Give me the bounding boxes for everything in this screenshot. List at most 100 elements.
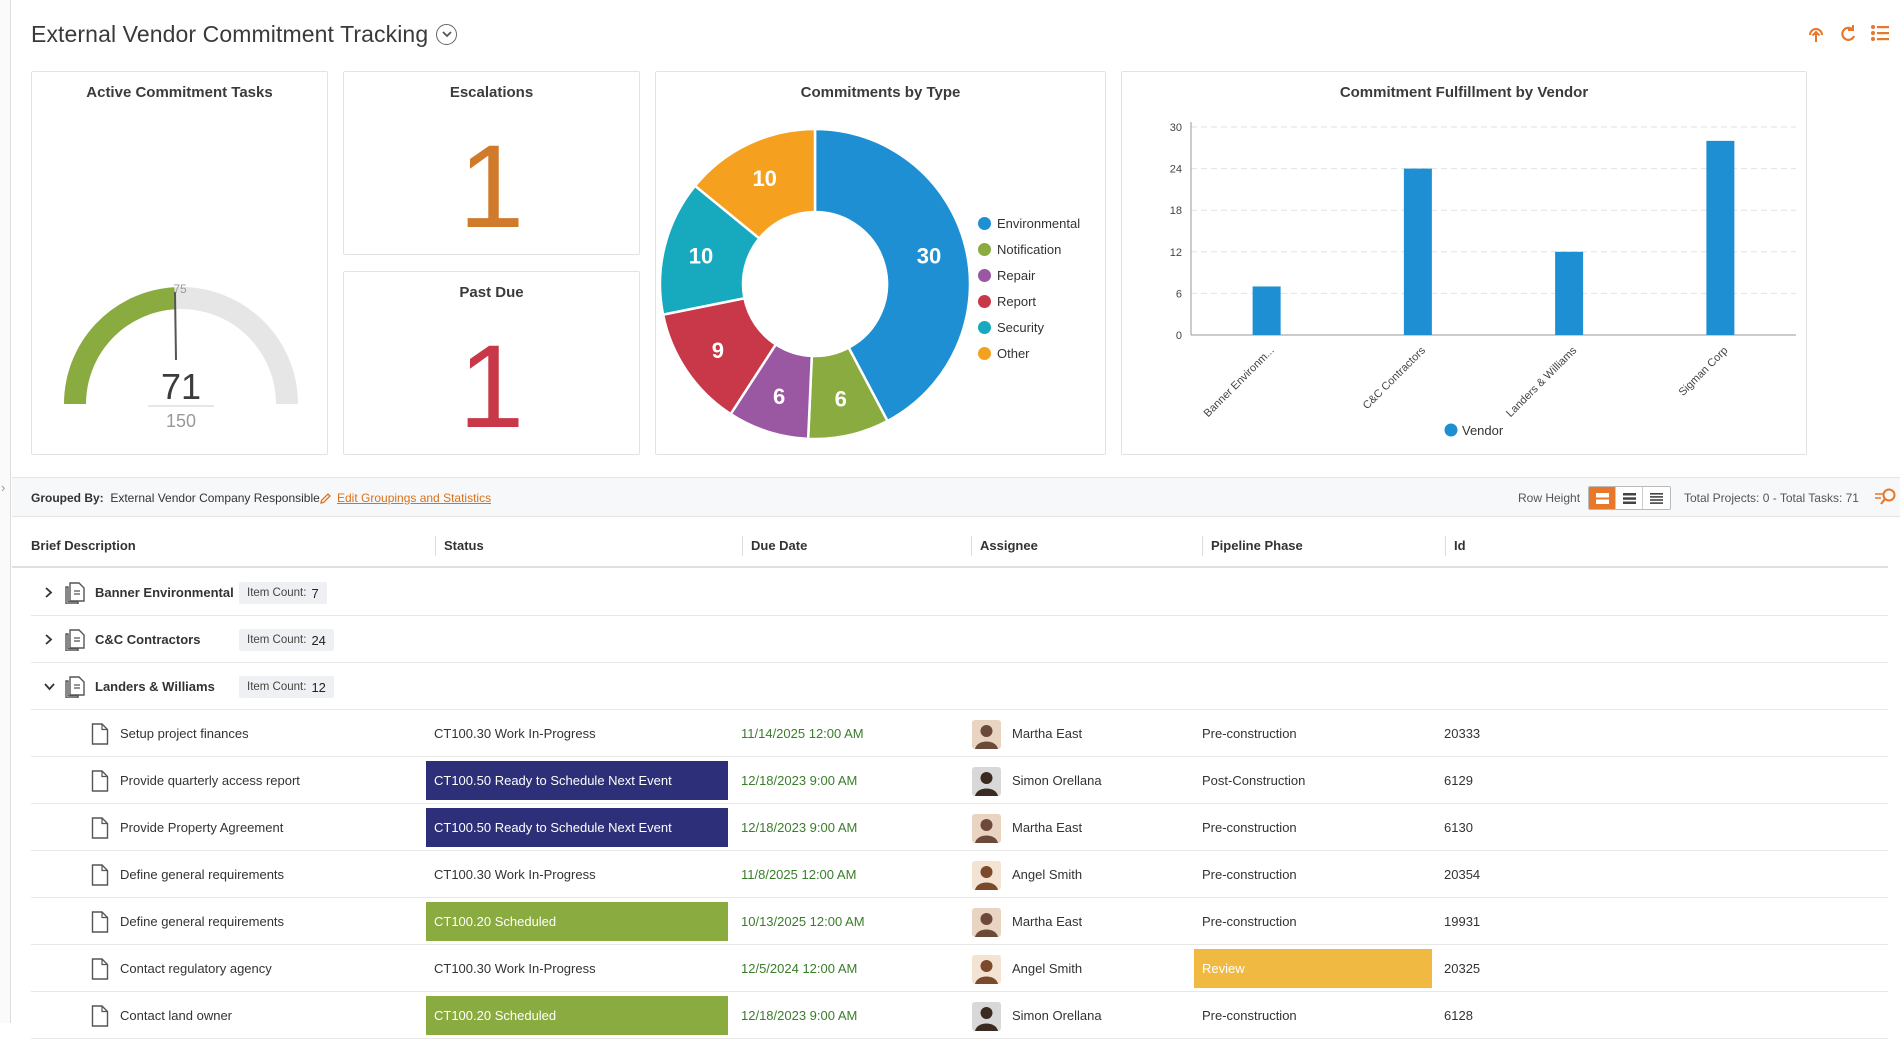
group-name: C&C Contractors [95,632,201,647]
phase-text[interactable]: Pre-construction [1202,726,1297,741]
active-tasks-card[interactable]: Active Commitment Tasks 75 71 150 [31,71,328,455]
chevron-right-icon[interactable] [44,616,53,663]
brief-description[interactable]: Define general requirements [120,867,285,882]
status-badge[interactable]: CT100.20 Scheduled [426,996,728,1035]
brief-description[interactable]: Setup project finances [120,726,249,741]
donut-slice-environmental[interactable] [813,127,972,423]
group-row[interactable]: C&C Contractors Item Count: 24 [31,616,1888,663]
assignee-name[interactable]: Simon Orellana [1012,1008,1102,1023]
assignee-name[interactable]: Martha East [1012,820,1083,835]
task-row[interactable]: Setup project finances CT100.30 Work In-… [31,710,1888,757]
donut-slice-label: 6 [773,384,785,409]
column-header-assignee[interactable]: Assignee [971,536,1038,556]
column-header-phase[interactable]: Pipeline Phase [1202,536,1303,556]
phase-text[interactable]: Pre-construction [1202,1008,1297,1023]
group-row[interactable]: Banner Environmental Item Count: 7 [31,569,1888,616]
avatar [972,767,1001,796]
task-row[interactable]: Provide quarterly access report CT100.50… [31,757,1888,804]
column-header-brief[interactable]: Brief Description [31,538,136,553]
phase-text[interactable]: Pre-construction [1202,820,1297,835]
donut-slice-other[interactable] [693,127,817,241]
status-text[interactable]: CT100.30 Work In-Progress [434,867,596,882]
legend-label: Vendor [1462,423,1504,438]
page-header: External Vendor Commitment Tracking [31,18,458,50]
item-count-value: 24 [311,632,326,648]
title-dropdown-button[interactable] [436,23,458,45]
card-title: Active Commitment Tasks [86,84,273,101]
document-icon [91,864,109,889]
task-id: 19931 [1444,914,1481,929]
status-text[interactable]: CT100.30 Work In-Progress [434,726,596,741]
group-name: Landers & Williams [95,679,215,694]
phase-badge[interactable]: Review [1194,949,1432,988]
item-count-label: Item Count: [247,587,307,599]
phase-text[interactable]: Pre-construction [1202,914,1297,929]
column-header-status[interactable]: Status [435,536,484,556]
phase-text[interactable]: Post-Construction [1202,773,1306,788]
group-row[interactable]: Landers & Williams Item Count: 12 [31,663,1888,710]
legend-label: Security [997,319,1044,335]
brief-description[interactable]: Provide Property Agreement [120,820,284,835]
list-menu-icon[interactable] [1870,22,1890,44]
chevron-down-icon[interactable] [44,663,55,710]
legend-item[interactable]: Security [978,314,1080,340]
legend-dot [978,294,991,308]
legend-item[interactable]: Repair [978,262,1080,288]
row-height-small-button[interactable] [1643,487,1670,509]
gauge-value: 71 [161,366,201,407]
donut-slice-label: 6 [835,387,847,412]
status-text[interactable]: CT100.30 Work In-Progress [434,961,596,976]
task-id: 6128 [1444,1008,1473,1023]
escalations-card[interactable]: Escalations 1 [343,71,640,255]
x-tick-label: Banner Environm... [1202,345,1277,420]
task-row[interactable]: Contact regulatory agency CT100.30 Work … [31,945,1888,992]
page-title: External Vendor Commitment Tracking [31,20,429,47]
phase-text[interactable]: Pre-construction [1202,867,1297,882]
expand-panel-icon[interactable]: › [1,480,6,495]
assignee-name[interactable]: Simon Orellana [1012,773,1102,788]
upload-icon[interactable] [1806,22,1826,44]
brief-description[interactable]: Contact land owner [120,1008,233,1023]
legend-item[interactable]: Notification [978,236,1080,262]
column-header-due[interactable]: Due Date [742,536,807,556]
chevron-right-icon[interactable] [44,569,53,616]
legend-dot [978,268,991,282]
task-id: 20325 [1444,961,1481,976]
column-header-id[interactable]: Id [1445,536,1466,556]
document-icon [91,1005,109,1030]
brief-description[interactable]: Contact regulatory agency [120,961,272,976]
left-rail[interactable]: › [0,0,11,1023]
row-height-medium-button[interactable] [1616,487,1643,509]
task-row[interactable]: Define general requirements CT100.20 Sch… [31,898,1888,945]
status-badge[interactable]: CT100.50 Ready to Schedule Next Event [426,808,728,847]
task-id: 20354 [1444,867,1481,882]
assignee-name[interactable]: Martha East [1012,914,1083,929]
task-row[interactable]: Contact land owner CT100.20 Scheduled 12… [31,992,1888,1039]
search-icon[interactable] [1874,487,1896,507]
task-row[interactable]: Define general requirements CT100.30 Wor… [31,851,1888,898]
item-count-badge: Item Count: 7 [239,582,327,604]
avatar [972,720,1001,749]
row-height-large-button[interactable] [1589,487,1616,509]
gauge-needle [174,291,177,361]
past-due-card[interactable]: Past Due 1 [343,271,640,455]
assignee-name[interactable]: Martha East [1012,726,1083,741]
legend-item[interactable]: Report [978,288,1080,314]
legend-item[interactable]: Environmental [978,210,1080,236]
gauge-fill [64,287,176,405]
brief-description[interactable]: Define general requirements [120,914,285,929]
y-tick-label: 12 [1170,247,1182,259]
due-date: 12/18/2023 9:00 AM [741,820,858,835]
assignee-name[interactable]: Angel Smith [1012,961,1083,976]
task-row[interactable]: Provide Property Agreement CT100.50 Read… [31,804,1888,851]
edit-groupings-link[interactable]: Edit Groupings and Statistics [319,491,491,505]
status-badge[interactable]: CT100.50 Ready to Schedule Next Event [426,761,728,800]
avatar [972,955,1001,984]
assignee-name[interactable]: Angel Smith [1012,867,1083,882]
refresh-icon[interactable] [1838,22,1858,44]
brief-description[interactable]: Provide quarterly access report [120,773,300,788]
due-date: 12/18/2023 9:00 AM [741,1008,858,1023]
legend-item[interactable]: Other [978,340,1080,366]
status-badge[interactable]: CT100.20 Scheduled [426,902,728,941]
fulfillment-by-vendor-card[interactable]: Commitment Fulfillment by Vendor [1121,71,1807,455]
